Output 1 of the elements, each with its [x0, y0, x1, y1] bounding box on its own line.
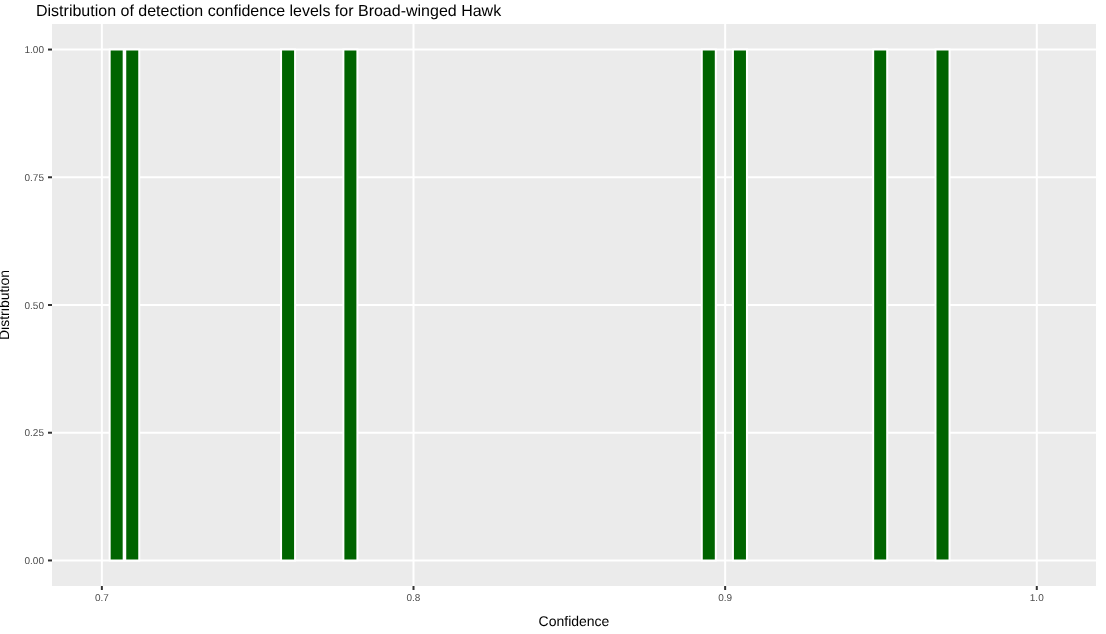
chart-title: Distribution of detection confidence levels for Broad-winged Hawk [36, 2, 502, 20]
